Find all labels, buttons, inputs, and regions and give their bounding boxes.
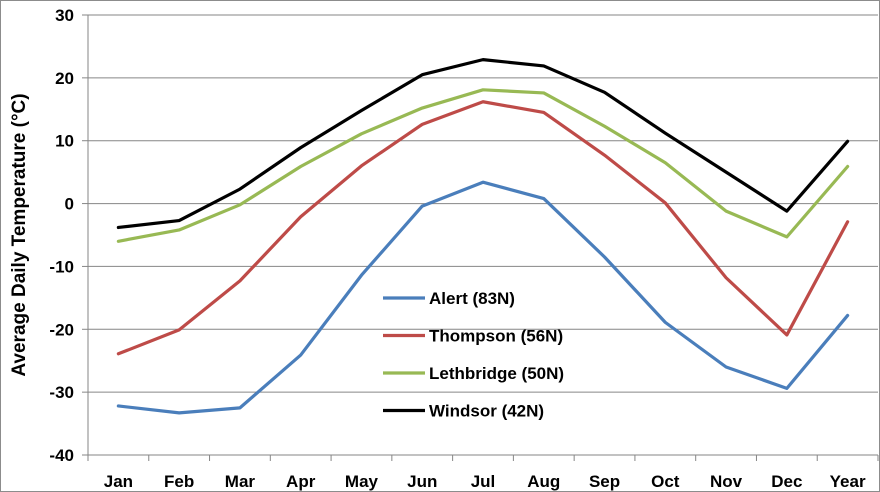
y-tick-label: -30 [49, 383, 74, 402]
legend-label: Thompson (56N) [429, 327, 563, 346]
series-line [116, 88, 850, 243]
x-tick-label: May [345, 472, 379, 491]
x-tick-label: Jan [104, 472, 133, 491]
x-tick-label: Sep [589, 472, 620, 491]
series-line [116, 58, 850, 230]
series-line [116, 100, 850, 356]
x-tick-label: Mar [225, 472, 256, 491]
x-tick-label: Dec [771, 472, 802, 491]
y-tick-label: 10 [55, 132, 74, 151]
legend-label: Alert (83N) [429, 289, 515, 308]
x-tick-label: Feb [164, 472, 194, 491]
y-tick-label: 30 [55, 6, 74, 25]
y-axis-title: Average Daily Temperature (°C) [9, 93, 30, 376]
y-tick-label: -10 [49, 257, 74, 276]
axes: 30 20 10 0 -10 -20 -30 -40 Jan Feb Mar Apr May Jun Jul… [9, 6, 879, 491]
y-tick-label: 0 [65, 195, 74, 214]
y-tick-label: 20 [55, 69, 74, 88]
gridlines [88, 14, 878, 456]
x-tick-label: Aug [527, 472, 560, 491]
x-tick-label: Apr [286, 472, 316, 491]
series-lines [116, 58, 850, 415]
x-tick-label: Oct [651, 472, 680, 491]
x-tick-label: Year [830, 472, 866, 491]
x-tick-label: Nov [710, 472, 743, 491]
y-tick-label: -20 [49, 320, 74, 339]
x-tick-label: Jul [471, 472, 496, 491]
legend-label: Lethbridge (50N) [429, 364, 564, 383]
y-tick-label: -40 [49, 446, 74, 465]
legend-label: Windsor (42N) [429, 402, 544, 421]
legend: Alert (83N) Thompson (56N) Lethbridge (50N… [383, 289, 564, 421]
series-line [116, 180, 850, 415]
x-tick-label: Jun [407, 472, 437, 491]
